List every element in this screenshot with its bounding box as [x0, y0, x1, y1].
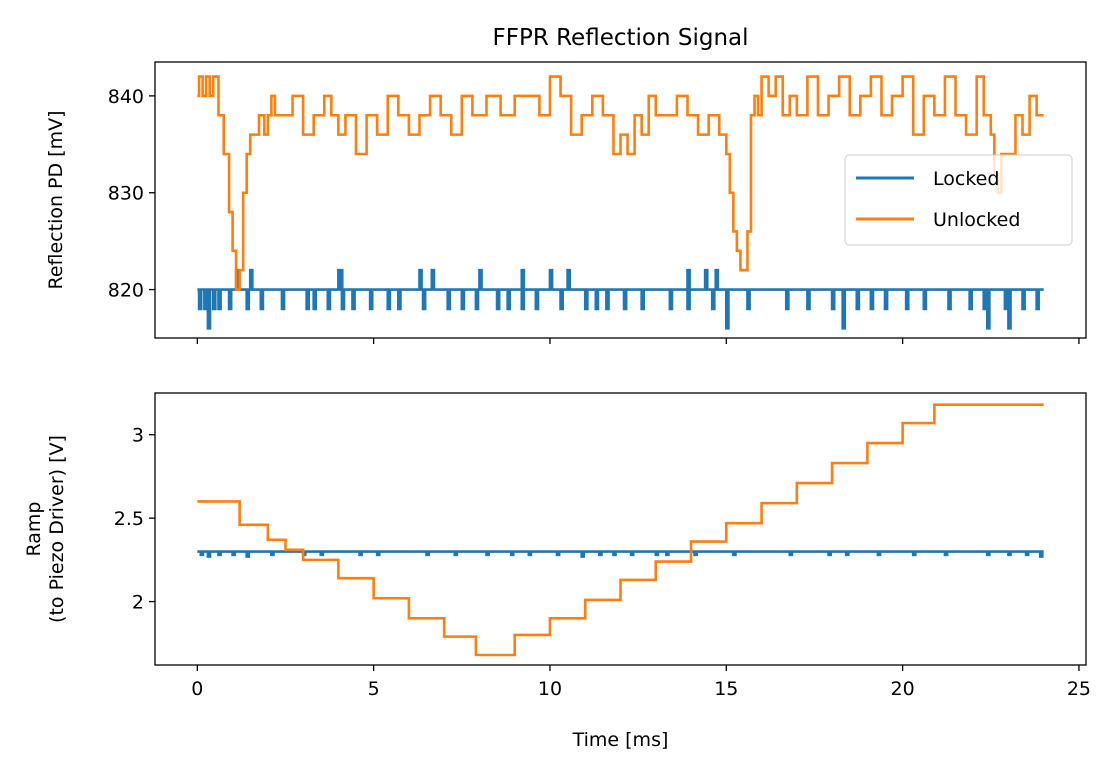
top-axes-frame — [154, 61, 1087, 339]
top-series-line-unlocked — [197, 75, 1044, 291]
top-series-line-locked — [197, 268, 1044, 330]
bottom-series-group — [197, 403, 1044, 657]
bottom-chart: 0 5 10 15 20 25 22.53 Ramp (to Piezo Driver) … — [23, 392, 1091, 751]
top-ytick-group: 820 830 840 — [108, 86, 155, 302]
bottom-xtick-label: 25 — [1067, 678, 1091, 700]
bottom-ytick-label: 3 — [132, 425, 144, 447]
bottom-ytick-group: 22.53 — [114, 425, 155, 614]
top-ytick-label: 820 — [108, 280, 144, 302]
top-chart: FFPR Reflection Signal 820 830 840 Reflect… — [45, 25, 1087, 344]
top-series-group — [197, 75, 1044, 330]
x-axis-label: Time [ms] — [572, 729, 669, 751]
top-xtick-group — [196, 338, 1080, 344]
chart-title: FFPR Reflection Signal — [492, 25, 748, 51]
bottom-axes-frame — [154, 392, 1087, 666]
bottom-ytick-label: 2 — [132, 592, 144, 614]
bottom-series-line-locked — [197, 550, 1044, 558]
legend-label-locked: Locked — [933, 168, 999, 190]
legend-label-unlocked: Unlocked — [933, 209, 1020, 231]
bottom-xtick-label: 0 — [191, 678, 203, 700]
legend: Locked Unlocked — [844, 154, 1073, 246]
bottom-y-axis-label-line2: (to Piezo Driver) [V] — [46, 435, 68, 623]
top-y-axis-label: Reflection PD [mV] — [45, 110, 67, 289]
bottom-xtick-label: 20 — [891, 678, 915, 700]
bottom-xtick-label: 5 — [368, 678, 380, 700]
bottom-xtick-label: 15 — [714, 678, 738, 700]
top-ytick-label: 830 — [108, 183, 144, 205]
bottom-ytick-label: 2.5 — [114, 508, 144, 530]
top-ytick-label: 840 — [108, 86, 144, 108]
bottom-y-axis-label-line1: Ramp — [23, 502, 45, 557]
bottom-xtick-group: 0 5 10 15 20 25 — [191, 665, 1091, 700]
bottom-series-line-unlocked — [197, 403, 1044, 657]
bottom-xtick-label: 10 — [538, 678, 562, 700]
